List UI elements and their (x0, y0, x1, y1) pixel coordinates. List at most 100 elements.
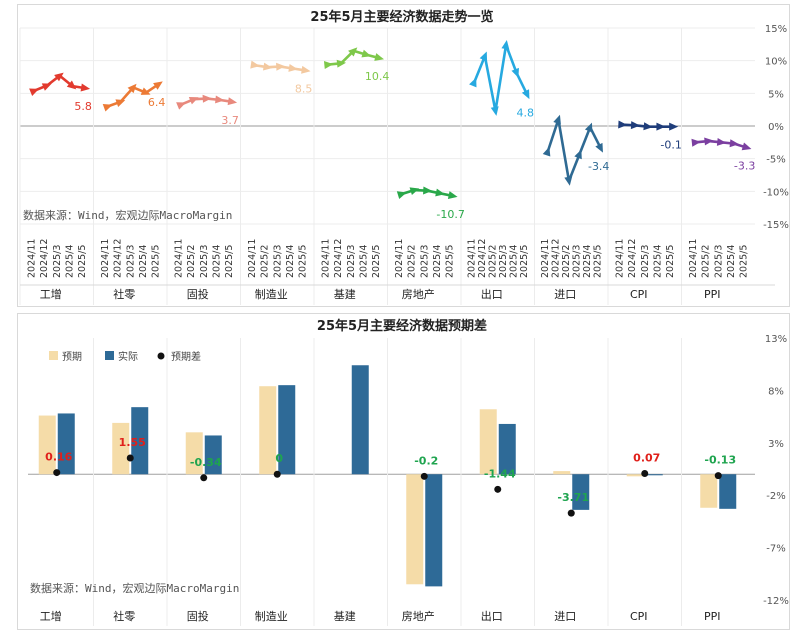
series-point (716, 137, 727, 146)
x-tick-label: 2025/4 (211, 245, 222, 278)
x-tick-label: 2024/12 (550, 239, 561, 278)
legend-label-expected: 预期 (62, 351, 82, 363)
x-tick-label: 2025/3 (346, 245, 357, 278)
expected-bar-0 (38, 415, 56, 475)
surprise-chart: 25年5月主要经济数据预期差 预期 实际 预期差 13% 8% 3% -2% -7% -1… (17, 313, 790, 630)
series-point (423, 186, 433, 195)
series-point (704, 137, 714, 146)
x-tick-label: 2025/5 (151, 245, 162, 278)
series-point (41, 83, 52, 91)
x-tick-label: 2025/3 (419, 245, 430, 278)
surprise-dot-0 (53, 469, 61, 477)
x-tick-label: 2025/5 (224, 245, 235, 278)
x-tick-label: 2025/4 (358, 245, 369, 278)
series-point (115, 99, 126, 107)
series-point (66, 80, 77, 90)
series-point (336, 59, 347, 68)
x-tick-label: 2025/4 (509, 245, 520, 278)
x-tick-label: 2025/4 (582, 245, 593, 278)
category-label-7: 进口 (554, 610, 576, 623)
x-tick-label: 2024/12 (627, 239, 638, 278)
x-tick-label: 2025/3 (640, 245, 651, 278)
y-tick-label: 10% (765, 57, 787, 68)
x-tick-label: 2025/4 (285, 245, 296, 278)
actual-bar-0 (57, 413, 75, 475)
y-tick-label: -12% (763, 596, 789, 607)
expected-bar-3 (259, 386, 277, 475)
series-point (301, 65, 311, 74)
surprise-label-2: -0.34 (190, 456, 222, 469)
x-tick-label: 2025/5 (665, 245, 676, 278)
series-point (630, 121, 641, 130)
series-point (511, 67, 519, 78)
series-point (447, 191, 458, 200)
y-tick-label: 8% (768, 386, 784, 397)
series-point (409, 187, 420, 196)
series-point (202, 94, 212, 103)
surprise-dot-3 (273, 470, 281, 478)
group-label-item-0: 工增 (40, 287, 62, 301)
group-label-item-5: 房地产 (402, 287, 435, 301)
y-tick-label: 0% (768, 122, 784, 133)
x-tick-label: 2024/11 (247, 239, 258, 278)
x-tick-label: 2025/4 (726, 245, 737, 278)
x-tick-label: 2024/11 (614, 239, 625, 278)
trend-chart-title: 25年5月主要经济数据走势一览 (310, 9, 493, 25)
x-tick-label: 2025/3 (125, 245, 136, 278)
x-tick-label: 2025/5 (371, 245, 382, 278)
x-tick-label: 2025/5 (445, 245, 456, 278)
expected-bar-6 (479, 409, 497, 475)
expected-bar-1 (112, 422, 130, 475)
surprise-label-8: 0.07 (633, 452, 660, 465)
category-label-5: 房地产 (402, 609, 435, 623)
last-value-label-item-8: -0.1 (660, 139, 681, 152)
series-point (521, 89, 530, 100)
y-tick-label: -15% (763, 220, 789, 231)
x-tick-label: 2025/3 (199, 245, 210, 278)
x-tick-label: 2025/5 (593, 245, 604, 278)
category-label-8: CPI (630, 610, 648, 623)
series-point (348, 47, 358, 57)
y-tick-label: 5% (768, 89, 784, 100)
series-point (479, 51, 488, 62)
series-point (227, 97, 238, 106)
group-label-item-7: 进口 (554, 288, 576, 301)
series-point (741, 142, 752, 151)
x-tick-label: 2025/3 (498, 245, 509, 278)
group-label-item-2: 固投 (187, 287, 209, 301)
series-point (435, 188, 445, 197)
series-point (29, 88, 39, 96)
series-point (564, 176, 573, 186)
series-point (262, 62, 273, 71)
surprise-label-5: -0.2 (414, 454, 438, 467)
surprise-chart-source-note: 数据来源：Wind，宏观边际MacroMargin (30, 581, 239, 595)
last-value-label-item-5: -10.7 (436, 208, 464, 221)
series-point (153, 81, 163, 90)
series-point (54, 72, 64, 82)
series-point (584, 122, 593, 133)
category-label-1: 社零 (113, 609, 135, 623)
x-tick-label: 2024/11 (394, 239, 405, 278)
series-point (323, 61, 334, 69)
x-tick-label: 2025/4 (432, 245, 443, 278)
series-point (396, 191, 407, 199)
y-tick-label: -7% (766, 544, 785, 555)
series-point (288, 63, 298, 72)
surprise-dot-8 (641, 470, 649, 478)
x-tick-label: 2025/4 (138, 245, 149, 278)
x-tick-label: 2025/3 (713, 245, 724, 278)
x-tick-label: 2025/5 (739, 245, 750, 278)
actual-bar-7 (572, 474, 590, 510)
actual-bar-2 (204, 435, 222, 475)
category-label-2: 固投 (187, 609, 209, 623)
x-tick-label: 2025/3 (272, 245, 283, 278)
series-point (542, 146, 551, 157)
series-point (127, 83, 137, 94)
series-point (276, 62, 286, 71)
actual-bar-8 (645, 474, 663, 476)
surprise-dot-2 (200, 474, 208, 482)
series-point (490, 106, 499, 116)
last-value-label-item-7: -3.4 (588, 160, 609, 173)
group-label-item-4: 基建 (334, 287, 356, 301)
category-label-6: 出口 (481, 609, 503, 623)
